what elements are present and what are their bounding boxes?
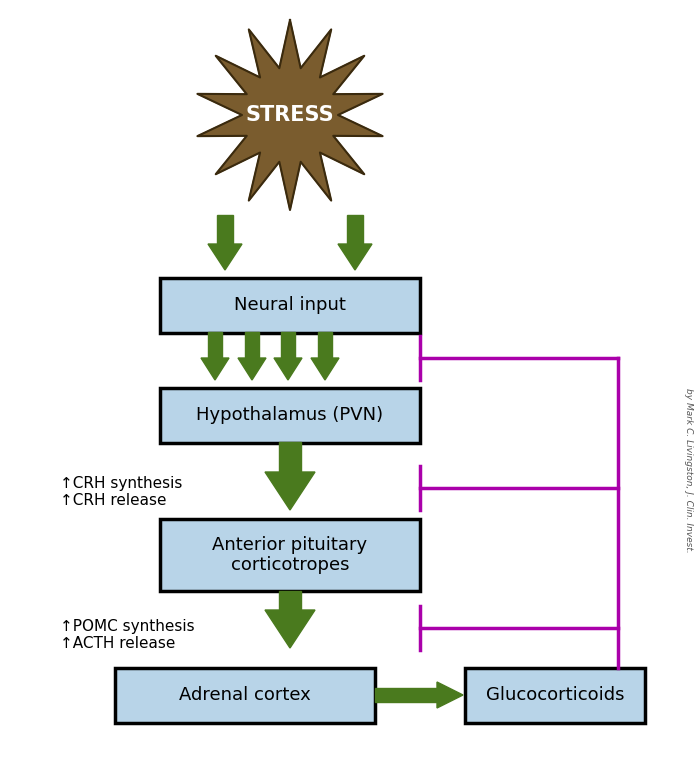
Polygon shape: [238, 358, 266, 380]
Polygon shape: [265, 610, 315, 648]
Text: Neural input: Neural input: [234, 296, 346, 314]
Text: Adrenal cortex: Adrenal cortex: [179, 686, 311, 704]
Text: Hypothalamus (PVN): Hypothalamus (PVN): [197, 406, 384, 424]
FancyBboxPatch shape: [465, 667, 645, 723]
Polygon shape: [311, 358, 339, 380]
FancyBboxPatch shape: [160, 519, 420, 591]
Text: by Mark C. Livingston, J. Clin. Invest.: by Mark C. Livingston, J. Clin. Invest.: [683, 388, 692, 552]
FancyBboxPatch shape: [160, 388, 420, 442]
Polygon shape: [197, 20, 383, 210]
FancyBboxPatch shape: [160, 277, 420, 333]
Text: STRESS: STRESS: [246, 105, 335, 125]
Bar: [279, 591, 301, 610]
Bar: [245, 332, 259, 358]
Bar: [375, 688, 437, 702]
Polygon shape: [437, 682, 463, 708]
Bar: [281, 332, 295, 358]
Bar: [347, 215, 363, 244]
Text: ↑POMC synthesis
↑ACTH release: ↑POMC synthesis ↑ACTH release: [60, 618, 195, 651]
Polygon shape: [201, 358, 229, 380]
Bar: [217, 215, 233, 244]
Polygon shape: [265, 472, 315, 510]
Bar: [318, 332, 332, 358]
Text: Glucocorticoids: Glucocorticoids: [486, 686, 624, 704]
Text: ↑CRH synthesis
↑CRH release: ↑CRH synthesis ↑CRH release: [60, 476, 183, 508]
Bar: [279, 442, 301, 472]
FancyBboxPatch shape: [115, 667, 375, 723]
Bar: [208, 332, 222, 358]
Polygon shape: [274, 358, 302, 380]
Polygon shape: [338, 244, 372, 270]
Polygon shape: [208, 244, 242, 270]
Text: Anterior pituitary
corticotropes: Anterior pituitary corticotropes: [212, 535, 368, 574]
